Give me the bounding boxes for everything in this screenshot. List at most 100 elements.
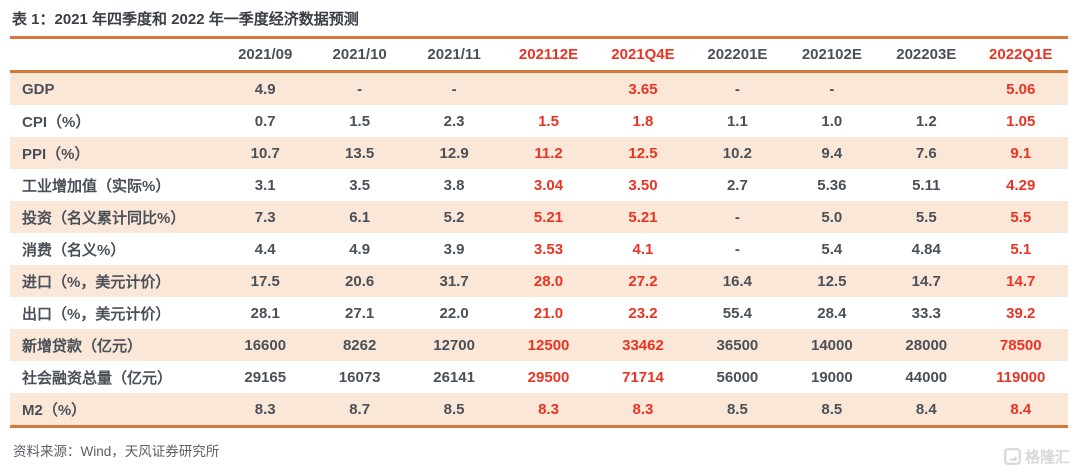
cell-value: 3.5 xyxy=(349,176,371,194)
row-label: 社会融资总量（亿元） xyxy=(22,369,173,387)
cell-value: 10.7 xyxy=(250,144,280,162)
cell-value: 16.4 xyxy=(722,272,752,290)
cell-value: 8.3 xyxy=(218,393,313,428)
cell-value: 29165 xyxy=(244,368,287,386)
cell-value: 6.1 xyxy=(349,208,371,226)
table-row: CPI（%） 0.7 1.5 2.3 1.5 1.8 1.1 1.0 1.2 1.05 xyxy=(10,105,1068,137)
cell-value: 12500 xyxy=(527,336,570,354)
cell-value: 4.4 xyxy=(254,240,276,258)
row-label: 工业增加值（实际%） xyxy=(22,177,171,195)
column-header: 202203E xyxy=(879,39,974,73)
cell-value: 1.5 xyxy=(538,112,559,130)
cell-value: 5.36 xyxy=(817,176,847,194)
table-row: 投资（名义累计同比%） 7.3 6.1 5.2 5.21 5.21 - 5.0 5.5 5.5 xyxy=(10,201,1068,233)
cell-value: 1.2 xyxy=(915,112,937,130)
cell-value: 5.21 xyxy=(628,208,658,226)
cell-value: 27.1 xyxy=(345,304,375,322)
row-label: 新增贷款（亿元） xyxy=(22,337,143,355)
column-header: 2022Q1E xyxy=(973,39,1068,73)
cell-value: - xyxy=(451,80,457,98)
gelonghui-watermark: 格隆汇 xyxy=(1004,446,1070,467)
cell-value: 28000 xyxy=(905,336,948,354)
cell-value: 1.8 xyxy=(632,112,654,130)
cell-value: 4.84 xyxy=(911,240,941,258)
cell-value: 5.2 xyxy=(443,208,465,226)
cell-value: 55.4 xyxy=(722,304,752,322)
cell-value: 4.1 xyxy=(632,240,654,258)
cell-value: 4.9 xyxy=(254,80,276,98)
cell-value: 16073 xyxy=(338,368,381,386)
cell-value: 28.0 xyxy=(533,272,564,290)
cell-value: 3.1 xyxy=(254,176,276,194)
row-label: 出口（%，美元计价） xyxy=(22,305,171,323)
cell-value: 78500 xyxy=(999,336,1042,354)
cell-value: 13.5 xyxy=(345,144,375,162)
row-label: 消费（名义%） xyxy=(22,241,126,259)
row-label: PPI（%） xyxy=(22,145,90,163)
cell-value: 12.5 xyxy=(628,144,658,162)
table-row: 消费（名义%） 4.4 4.9 3.9 3.53 4.1 - 5.4 4.84 5.1 xyxy=(10,233,1068,265)
cell-value: - xyxy=(357,80,363,98)
cell-value: - xyxy=(829,80,835,98)
cell-value: 5.4 xyxy=(821,240,843,258)
cell-value: 3.9 xyxy=(443,240,465,258)
column-header: 202102E xyxy=(784,39,880,73)
cell-value: 28.1 xyxy=(250,304,280,322)
cell-value: 9.1 xyxy=(1010,144,1032,162)
source-note: 资料来源：Wind，天风证券研究所 xyxy=(13,444,220,459)
cell-value: 36500 xyxy=(716,336,759,354)
cell-value: 14000 xyxy=(810,336,853,354)
cell-value: 29500 xyxy=(527,368,570,386)
cell-value: 3.53 xyxy=(533,240,564,258)
cell-value: - xyxy=(734,240,740,258)
cell-value: - xyxy=(734,208,740,226)
cell-value: 1.0 xyxy=(821,112,843,130)
column-header: 2021/11 xyxy=(406,39,502,73)
cell-value xyxy=(879,72,973,106)
row-label: CPI（%） xyxy=(22,113,91,131)
cell-value: 0.7 xyxy=(254,112,276,130)
cell-value: 1.05 xyxy=(1006,112,1036,130)
cell-value: 5.11 xyxy=(912,176,941,194)
cell-value: 3.65 xyxy=(628,80,658,98)
cell-value: 3.8 xyxy=(443,176,465,194)
cell-value: 8262 xyxy=(342,336,377,354)
table-title: 表 1：2021 年四季度和 2022 年一季度经济数据预测 xyxy=(10,5,1068,39)
table-row: PPI（%） 10.7 13.5 12.9 11.2 12.5 10.2 9.4 7.6 9.1 xyxy=(10,137,1068,169)
cell-value: 28.4 xyxy=(817,304,847,322)
cell-value: 19000 xyxy=(810,368,853,386)
corner-header xyxy=(10,39,218,73)
cell-value: 1.5 xyxy=(349,112,371,130)
table-row: 新增贷款（亿元） 16600 8262 12700 12500 33462 36500 140… xyxy=(10,329,1068,361)
cell-value: 56000 xyxy=(716,368,759,386)
report-table-figure: 表 1：2021 年四季度和 2022 年一季度经济数据预测 2021/09 20… xyxy=(10,5,1068,459)
table-row: 进口（%，美元计价） 17.5 20.6 31.7 28.0 27.2 16.4 12.5 14… xyxy=(10,265,1068,297)
cell-value: 16600 xyxy=(244,336,287,354)
cell-value: 71714 xyxy=(622,368,664,386)
cell-value: 8.3 xyxy=(501,393,596,428)
watermark-brand-text: 格隆汇 xyxy=(1024,449,1070,466)
cell-value: - xyxy=(734,80,740,98)
cell-value: 14.7 xyxy=(1006,272,1036,290)
cell-value: 7.3 xyxy=(254,208,276,226)
row-label: 进口（%，美元计价） xyxy=(22,273,171,291)
row-label: 投资（名义累计同比%） xyxy=(22,209,186,227)
cell-value: 22.0 xyxy=(439,304,469,322)
cell-value: 3.50 xyxy=(628,176,658,194)
table-header-row: 2021/09 2021/10 2021/11 202112E 2021Q4E 20220… xyxy=(10,39,1068,73)
cell-value: 26141 xyxy=(433,368,475,386)
table-row: GDP 4.9 - - 3.65 - - 5.06 xyxy=(10,71,1068,106)
column-header: 2021Q4E xyxy=(595,39,691,73)
cell-value: 5.1 xyxy=(1010,240,1032,258)
cell-value: 3.04 xyxy=(533,176,564,194)
cell-value: 8.7 xyxy=(312,393,407,428)
gelonghui-logo-icon xyxy=(1004,448,1021,465)
cell-value: 12700 xyxy=(433,336,475,354)
column-header: 2021/10 xyxy=(312,39,407,73)
cell-value: 12.9 xyxy=(439,144,469,162)
cell-value: 119000 xyxy=(996,368,1046,386)
cell-value: 23.2 xyxy=(628,304,658,322)
cell-value: 5.0 xyxy=(821,208,843,226)
cell-value: 17.5 xyxy=(250,272,280,290)
cell-value: 1.1 xyxy=(726,112,748,130)
